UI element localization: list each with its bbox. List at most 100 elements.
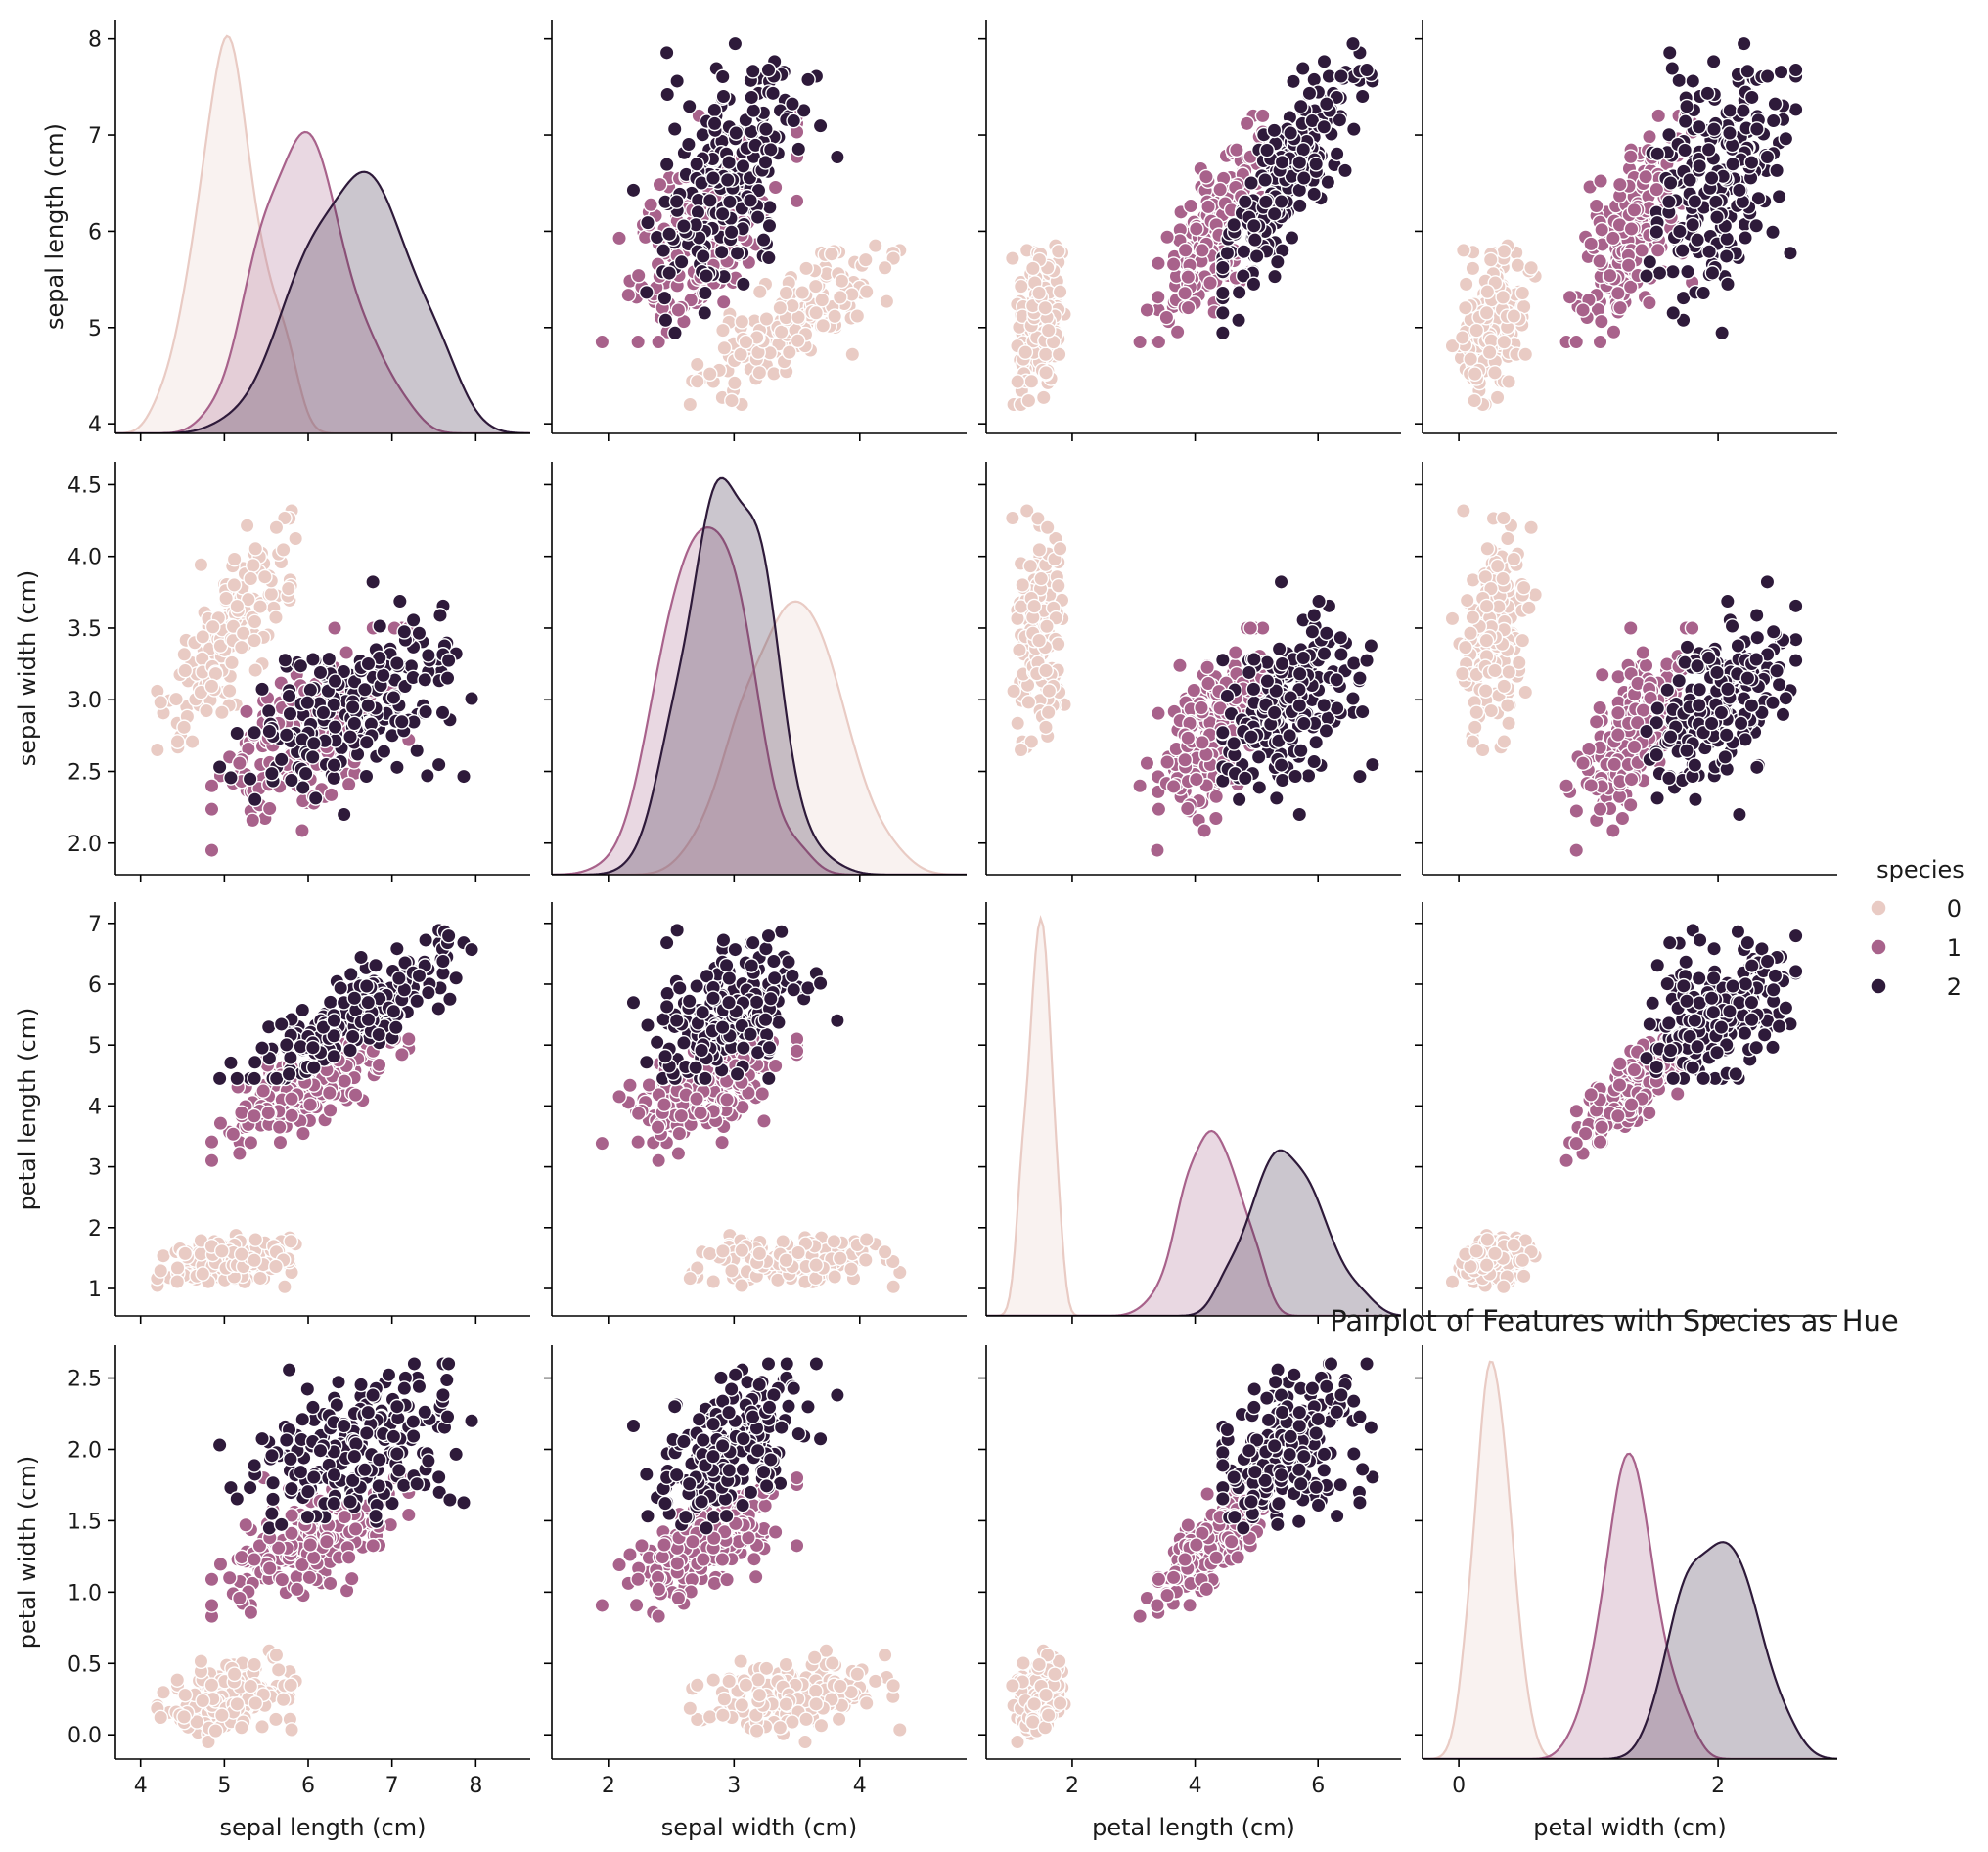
point-species-2 xyxy=(1333,629,1349,646)
point-species-2 xyxy=(430,756,447,773)
point-species-2 xyxy=(1740,670,1756,686)
point-species-1 xyxy=(1197,823,1213,838)
point-species-2 xyxy=(1282,727,1298,744)
point-species-0 xyxy=(751,1245,768,1262)
point-species-2 xyxy=(1665,305,1682,321)
point-species-1 xyxy=(1242,620,1259,636)
point-species-2 xyxy=(1329,671,1345,688)
point-species-0 xyxy=(834,273,850,290)
point-species-2 xyxy=(315,1019,332,1035)
point-species-1 xyxy=(1186,682,1202,699)
point-species-1 xyxy=(643,197,659,213)
point-species-2 xyxy=(1231,284,1247,300)
point-species-1 xyxy=(243,1134,259,1151)
point-species-0 xyxy=(1037,346,1054,363)
point-species-2 xyxy=(385,1003,402,1019)
point-species-0 xyxy=(891,1264,908,1281)
point-species-0 xyxy=(1468,1242,1485,1259)
point-species-2 xyxy=(283,1050,298,1065)
point-species-0 xyxy=(808,304,825,321)
point-species-2 xyxy=(721,971,738,986)
point-species-2 xyxy=(1722,102,1739,118)
point-species-2 xyxy=(1649,746,1665,763)
point-species-2 xyxy=(1243,729,1259,745)
point-species-2 xyxy=(1709,209,1725,225)
point-species-2 xyxy=(388,940,405,957)
point-species-0 xyxy=(715,1242,731,1259)
point-species-2 xyxy=(327,673,343,690)
point-species-1 xyxy=(1593,313,1609,330)
point-species-0 xyxy=(1468,704,1485,721)
point-species-1 xyxy=(203,1134,220,1151)
point-species-2 xyxy=(669,73,686,89)
point-species-0 xyxy=(1010,374,1026,389)
point-species-0 xyxy=(1026,598,1043,614)
point-species-2 xyxy=(435,953,451,970)
point-species-2 xyxy=(1294,61,1311,76)
point-species-1 xyxy=(272,1134,289,1151)
point-species-0 xyxy=(263,586,280,603)
point-species-1 xyxy=(1151,801,1167,818)
plot-area xyxy=(1444,35,1804,413)
point-species-0 xyxy=(1039,519,1056,536)
point-species-1 xyxy=(1180,299,1197,316)
point-species-2 xyxy=(360,994,377,1011)
point-species-2 xyxy=(1778,690,1794,706)
point-species-2 xyxy=(1214,325,1231,341)
point-species-1 xyxy=(652,176,668,193)
point-species-0 xyxy=(751,364,768,381)
kde-fill-species-0 xyxy=(552,601,967,875)
point-species-0 xyxy=(1483,702,1500,719)
point-species-2 xyxy=(302,682,319,699)
point-species-2 xyxy=(409,743,426,759)
point-species-2 xyxy=(388,655,405,671)
point-species-2 xyxy=(304,748,321,765)
point-species-2 xyxy=(376,744,392,760)
point-species-0 xyxy=(240,591,256,608)
point-species-1 xyxy=(1581,741,1597,757)
point-species-2 xyxy=(353,949,369,966)
point-species-2 xyxy=(690,204,706,220)
point-species-1 xyxy=(239,703,254,720)
point-species-1 xyxy=(1177,751,1194,768)
point-species-2 xyxy=(1748,759,1765,776)
point-species-2 xyxy=(1719,593,1736,610)
point-species-2 xyxy=(1235,268,1251,284)
point-species-0 xyxy=(689,373,705,389)
point-species-2 xyxy=(714,1019,731,1035)
point-species-2 xyxy=(307,790,324,806)
point-species-1 xyxy=(294,823,310,838)
point-species-2 xyxy=(1271,641,1288,657)
point-species-1 xyxy=(231,1146,248,1161)
point-species-2 xyxy=(344,699,361,715)
point-species-1 xyxy=(371,1057,387,1073)
point-species-2 xyxy=(312,664,329,681)
point-species-2 xyxy=(1246,232,1263,248)
point-species-2 xyxy=(1787,62,1804,78)
point-species-1 xyxy=(1609,727,1626,743)
point-species-1 xyxy=(1623,221,1640,237)
y-axis-label: petal length (cm) xyxy=(14,1008,41,1211)
point-species-2 xyxy=(1352,768,1368,785)
point-species-2 xyxy=(743,192,758,208)
point-species-2 xyxy=(1706,121,1722,137)
point-species-2 xyxy=(1720,681,1736,698)
point-species-2 xyxy=(1352,670,1368,686)
point-species-2 xyxy=(1295,650,1312,666)
point-species-0 xyxy=(1482,251,1499,268)
y-tick-label: 4.0 xyxy=(68,546,102,570)
point-species-0 xyxy=(778,285,794,301)
kde-fill-species-0 xyxy=(986,918,1401,1316)
y-tick-label: 6 xyxy=(88,973,102,998)
point-species-0 xyxy=(1487,1245,1503,1262)
point-species-1 xyxy=(1592,801,1608,818)
point-species-1 xyxy=(231,755,248,772)
point-species-2 xyxy=(705,990,721,1007)
point-species-2 xyxy=(727,35,744,52)
point-species-1 xyxy=(1159,754,1175,770)
point-species-2 xyxy=(718,957,735,973)
point-species-2 xyxy=(1642,253,1658,270)
point-species-2 xyxy=(1700,650,1717,666)
point-species-2 xyxy=(1750,190,1767,206)
point-species-0 xyxy=(176,719,193,736)
